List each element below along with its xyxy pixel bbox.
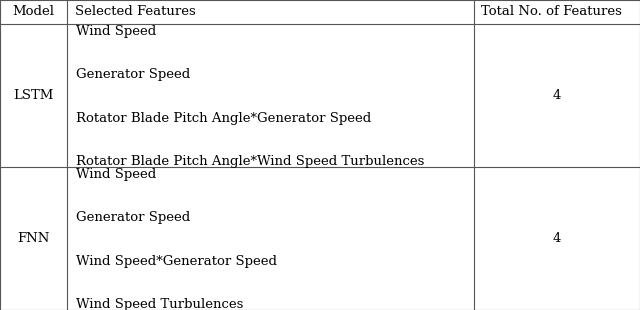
Text: Wind Speed: Wind Speed — [76, 25, 156, 38]
Text: 4: 4 — [552, 89, 561, 102]
Text: LSTM: LSTM — [13, 89, 54, 102]
Text: Selected Features: Selected Features — [75, 6, 196, 18]
Text: Wind Speed: Wind Speed — [76, 168, 156, 181]
Text: Wind Speed*Generator Speed: Wind Speed*Generator Speed — [76, 255, 277, 268]
Text: Model: Model — [13, 6, 54, 18]
Text: Total No. of Features: Total No. of Features — [481, 6, 622, 18]
Text: Generator Speed: Generator Speed — [76, 69, 191, 81]
Text: Rotator Blade Pitch Angle*Wind Speed Turbulences: Rotator Blade Pitch Angle*Wind Speed Tur… — [76, 155, 424, 168]
Text: 4: 4 — [552, 232, 561, 245]
Text: Generator Speed: Generator Speed — [76, 211, 191, 224]
Text: Wind Speed Turbulences: Wind Speed Turbulences — [76, 298, 244, 310]
Text: FNN: FNN — [17, 232, 50, 245]
Text: Rotator Blade Pitch Angle*Generator Speed: Rotator Blade Pitch Angle*Generator Spee… — [76, 112, 371, 125]
